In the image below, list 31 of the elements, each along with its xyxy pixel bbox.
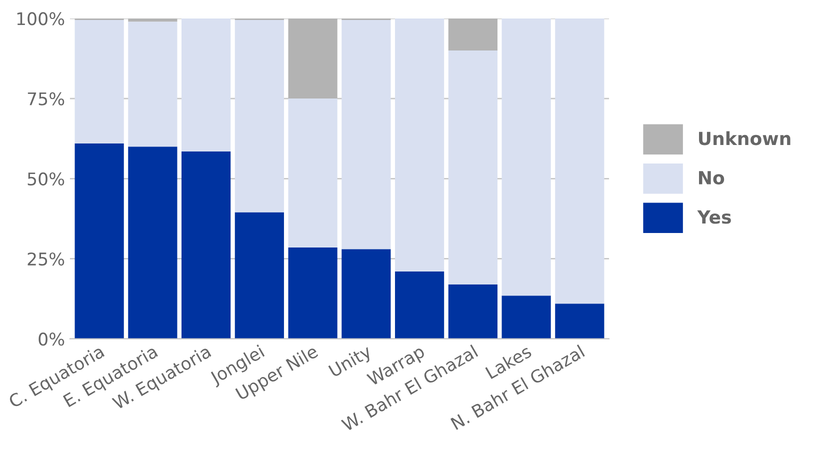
- bar: [128, 22, 178, 147]
- y-tick-label: 50%: [28, 172, 64, 186]
- bar: [182, 18, 231, 152]
- legend-label: No: [699, 171, 724, 185]
- y-tick-label: 25%: [28, 252, 64, 266]
- bar: [288, 98, 338, 248]
- bar: [234, 20, 284, 212]
- bar: [394, 18, 444, 272]
- bar: [182, 151, 231, 339]
- bar: [448, 18, 498, 50]
- bar: [342, 20, 391, 250]
- bar: [74, 20, 124, 144]
- bar: [502, 296, 551, 339]
- y-tick-label: 0%: [38, 332, 64, 346]
- bar: [394, 272, 444, 339]
- bar: [448, 50, 498, 284]
- bar: [74, 143, 124, 339]
- bar: [288, 18, 338, 99]
- bar: [555, 304, 604, 339]
- bar: [128, 18, 178, 22]
- legend-label: Unknown: [699, 131, 790, 146]
- y-tick-label: 100%: [17, 12, 64, 26]
- bar: [128, 146, 178, 339]
- bar: [234, 212, 284, 339]
- y-tick-label: 75%: [28, 92, 64, 106]
- bar: [555, 18, 604, 304]
- bar: [502, 18, 551, 296]
- bar: [448, 284, 498, 339]
- bar: [288, 248, 338, 339]
- bar: [342, 249, 391, 339]
- legend-label: Yes: [697, 210, 731, 224]
